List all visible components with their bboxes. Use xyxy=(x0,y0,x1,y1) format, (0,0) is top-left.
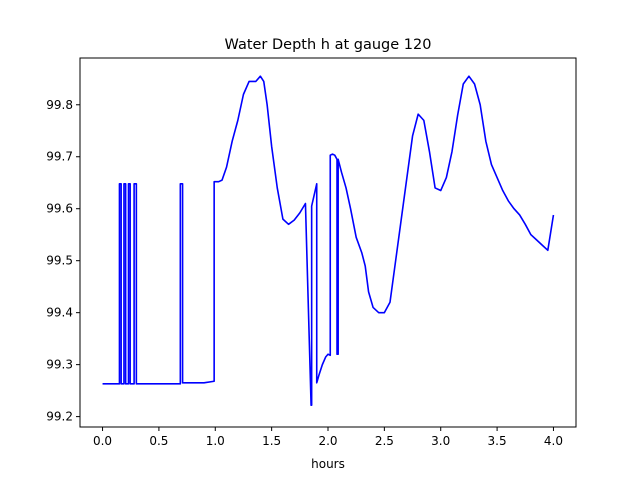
y-tick-label: 99.7 xyxy=(46,150,73,164)
x-tick-label: 1.5 xyxy=(262,434,281,448)
x-tick-label: 1.0 xyxy=(206,434,225,448)
x-tick-label: 3.0 xyxy=(431,434,450,448)
series-line-0 xyxy=(102,75,555,406)
y-tick-label: 99.5 xyxy=(46,254,73,268)
y-tick-label: 99.4 xyxy=(46,306,73,320)
x-tick-label: 2.0 xyxy=(318,434,337,448)
x-tick-label: 0.5 xyxy=(149,434,168,448)
y-tick-label: 99.2 xyxy=(46,410,73,424)
y-axis: 99.2 99.3 99.4 99.5 99.6 99.7 99.8 xyxy=(46,98,80,424)
plot-area xyxy=(102,75,555,406)
chart-title: Water Depth h at gauge 120 xyxy=(225,37,432,53)
y-tick-label: 99.6 xyxy=(46,202,73,216)
y-tick-label: 99.3 xyxy=(46,358,73,372)
x-tick-label: 3.5 xyxy=(488,434,507,448)
x-tick-label: 2.5 xyxy=(375,434,394,448)
axes-frame xyxy=(79,57,577,428)
x-tick-label: 4.0 xyxy=(544,434,563,448)
x-axis: 0.0 0.5 1.0 1.5 2.0 2.5 3.0 3.5 4.0 xyxy=(93,427,563,448)
x-tick-label: 0.0 xyxy=(93,434,112,448)
y-tick-label: 99.8 xyxy=(46,98,73,112)
x-axis-label: hours xyxy=(311,457,345,471)
